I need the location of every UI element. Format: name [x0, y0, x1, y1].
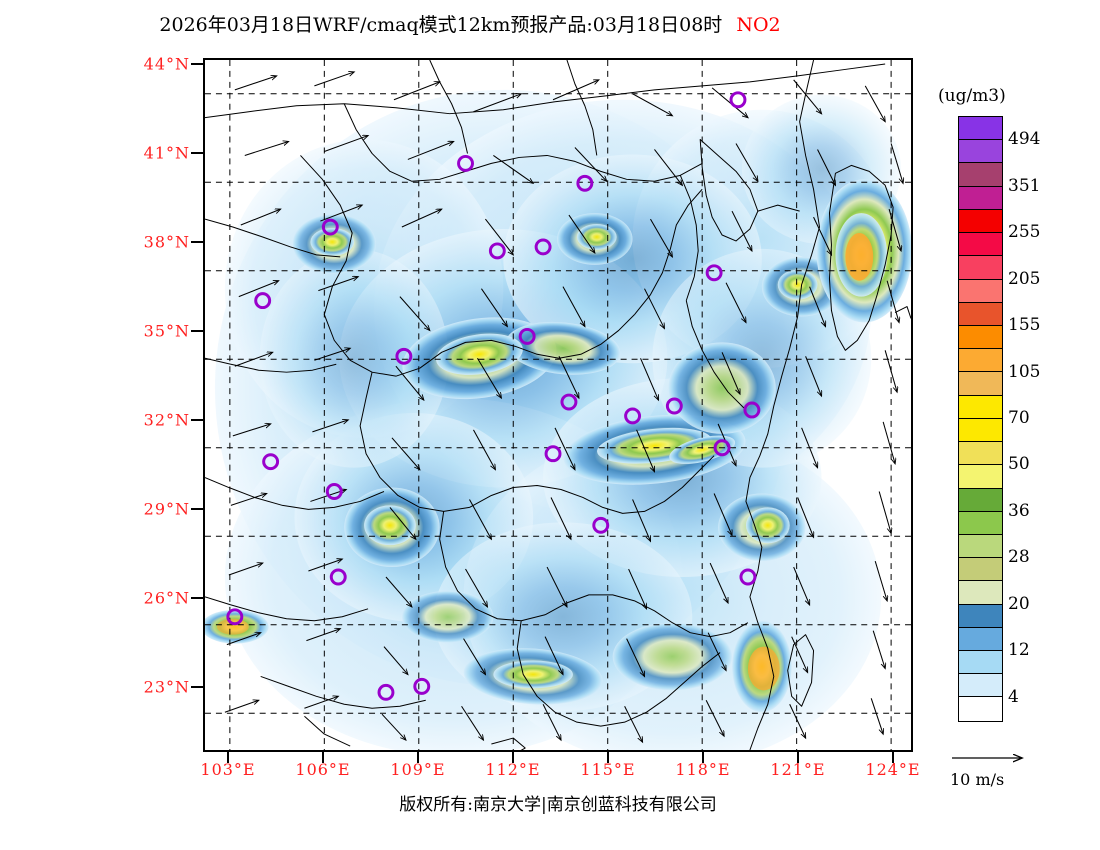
- x-tick-label: 103°E: [200, 760, 256, 779]
- station-marker: [713, 439, 731, 457]
- y-tick-label: 44°N: [143, 54, 190, 74]
- colorbar-tick-label: 351: [1008, 175, 1041, 196]
- x-tick-label: 112°E: [485, 760, 541, 779]
- colorbar-band: [959, 558, 1002, 582]
- colorbar-tick-label: 50: [1008, 454, 1030, 475]
- colorbar-tick-label: 20: [1008, 593, 1030, 614]
- colorbar-band: [959, 581, 1002, 605]
- colorbar-band: [959, 279, 1002, 303]
- colorbar-tick-label: 205: [1008, 268, 1041, 289]
- colorbar-band: [959, 186, 1002, 210]
- colorbar-band: [959, 140, 1002, 164]
- wind-vector-field: [224, 72, 903, 742]
- colorbar-tick-label: 36: [1008, 500, 1030, 521]
- colorbar-units-label: (ug/m3): [938, 86, 1006, 106]
- colorbar-tick-label: 12: [1008, 640, 1030, 661]
- x-axis: 103°E 106°E 109°E 112°E 115°E 118°E 121°…: [0, 760, 1100, 786]
- y-tick-label: 26°N: [143, 588, 190, 608]
- y-tick-label: 38°N: [143, 232, 190, 252]
- wind-scale-arrow-icon: [952, 748, 1040, 770]
- colorbar-band: [959, 651, 1002, 675]
- station-marker: [457, 154, 474, 172]
- station-marker: [624, 407, 642, 425]
- station-marker: [743, 401, 761, 419]
- station-marker: [262, 453, 280, 471]
- colorbar-band: [959, 511, 1002, 535]
- colorbar-tick-label: 255: [1008, 222, 1041, 243]
- y-tick-label: 23°N: [143, 677, 190, 697]
- station-marker: [665, 397, 683, 415]
- colorbar-band: [959, 395, 1002, 419]
- y-tick-label: 35°N: [143, 321, 190, 341]
- station-marker: [518, 327, 536, 345]
- station-marker: [560, 393, 578, 411]
- station-marker: [254, 292, 272, 310]
- colorbar-tick-label: 105: [1008, 361, 1041, 382]
- station-marker: [576, 174, 594, 192]
- colorbar-band: [959, 674, 1002, 698]
- x-tick-label: 124°E: [865, 760, 921, 779]
- map-boundaries: [205, 60, 911, 750]
- colorbar-band: [959, 534, 1002, 559]
- colorbar-tick-label: 28: [1008, 547, 1030, 568]
- x-tick-label: 118°E: [675, 760, 731, 779]
- y-tick-label: 29°N: [143, 499, 190, 519]
- x-tick-label: 121°E: [770, 760, 826, 779]
- colorbar-band: [959, 117, 1002, 141]
- copyright-caption: 版权所有:南京大学|南京创蓝科技有限公司: [399, 795, 717, 815]
- station-marker: [395, 347, 413, 365]
- station-marker: [413, 677, 431, 695]
- station-marker: [226, 608, 244, 626]
- colorbar-tick-label: 494: [1008, 129, 1041, 150]
- colorbar-band: [959, 163, 1002, 187]
- station-marker: [325, 483, 343, 500]
- map-plot-area[interactable]: [203, 58, 913, 752]
- wind-scale-label: 10 m/s: [950, 770, 1005, 789]
- colorbar-tick-label: 70: [1008, 408, 1030, 428]
- x-tick-label: 106°E: [295, 760, 351, 779]
- x-tick-label: 109°E: [390, 760, 446, 779]
- colorbar-band: [959, 325, 1002, 350]
- colorbar-band: [959, 302, 1002, 326]
- concentration-field: [205, 60, 911, 750]
- page-title: 2026年03月18日WRF/cmaq模式12km预报产品:03月18日08时 N…: [0, 10, 940, 37]
- colorbar-band: [959, 256, 1002, 280]
- title-pollutant-label: NO2: [736, 14, 781, 36]
- title-main-text: 2026年03月18日WRF/cmaq模式12km预报产品:03月18日08时: [159, 14, 723, 36]
- station-marker: [534, 238, 552, 256]
- station-marker: [488, 242, 506, 260]
- colorbar-band: [959, 697, 1002, 721]
- colorbar-labels: 494 351 255 205 155 105 70 50 36 28 20 12 4: [1008, 116, 1098, 720]
- colorbar-tick-label: 155: [1008, 315, 1041, 336]
- station-marker: [705, 264, 723, 282]
- colorbar-tick-label: 4: [1008, 686, 1019, 707]
- colorbar[interactable]: [958, 116, 1003, 722]
- y-axis: 44°N 41°N 38°N 35°N 32°N 29°N 26°N 23°N: [110, 54, 190, 752]
- colorbar-band: [959, 349, 1002, 373]
- colorbar-band: [959, 627, 1002, 652]
- station-marker: [377, 683, 395, 701]
- station-marker: [729, 91, 747, 109]
- wind-scale-legend: 10 m/s: [950, 748, 1090, 798]
- colorbar-band: [959, 209, 1002, 234]
- station-marker: [321, 218, 339, 236]
- colorbar-band: [959, 442, 1002, 466]
- map-gridlines: [205, 60, 911, 750]
- colorbar-band: [959, 372, 1002, 396]
- station-marker: [739, 568, 757, 586]
- colorbar-band: [959, 604, 1002, 628]
- y-tick-label: 41°N: [143, 143, 190, 163]
- station-marker: [544, 445, 562, 463]
- colorbar-band: [959, 465, 1002, 489]
- colorbar-band: [959, 233, 1002, 257]
- map-canvas: [205, 60, 911, 750]
- x-tick-label: 115°E: [580, 760, 636, 779]
- station-markers[interactable]: [226, 91, 761, 701]
- colorbar-band: [959, 488, 1002, 512]
- colorbar-band: [959, 418, 1002, 443]
- station-marker: [329, 568, 347, 586]
- y-tick-label: 32°N: [143, 410, 190, 430]
- station-marker: [592, 516, 610, 534]
